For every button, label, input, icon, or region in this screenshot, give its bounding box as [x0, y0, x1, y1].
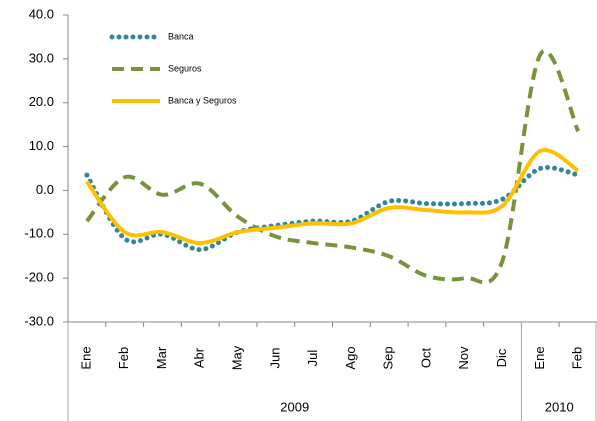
y-tick-label: 0.0	[36, 182, 54, 197]
y-tick-label: -30.0	[24, 313, 54, 328]
y-tick-label: -10.0	[24, 226, 54, 241]
x-tick-label: Nov	[456, 346, 471, 370]
series-line	[85, 148, 580, 246]
x-tick-label: Feb	[116, 347, 131, 369]
y-tick-label: -20.0	[24, 270, 54, 285]
series-line	[85, 49, 580, 285]
series-line	[84, 165, 581, 253]
x-tick-label: Abr	[192, 347, 207, 368]
x-tick-label: Ene	[532, 346, 547, 369]
x-tick-label: Dic	[494, 348, 509, 367]
x-tick-label: Oct	[418, 348, 433, 369]
y-tick-label: 40.0	[29, 6, 54, 21]
x-tick-label: Jul	[305, 350, 320, 367]
y-tick-label: 30.0	[29, 50, 54, 65]
legend-label: Banca	[168, 31, 194, 41]
group-label: 2009	[280, 399, 309, 414]
x-tick-label: Sep	[381, 346, 396, 369]
x-tick-label: Feb	[570, 347, 585, 369]
x-tick-label: Mar	[154, 346, 169, 369]
legend-label: Banca y Seguros	[168, 95, 237, 105]
legend-label: Seguros	[168, 63, 202, 73]
x-tick-label: Ene	[78, 346, 93, 369]
y-tick-label: 10.0	[29, 138, 54, 153]
group-label: 2010	[545, 399, 574, 414]
x-tick-label: Jun	[267, 348, 282, 369]
y-tick-label: 20.0	[29, 94, 54, 109]
x-tick-label: May	[229, 345, 244, 370]
x-tick-label: Ago	[343, 346, 358, 369]
